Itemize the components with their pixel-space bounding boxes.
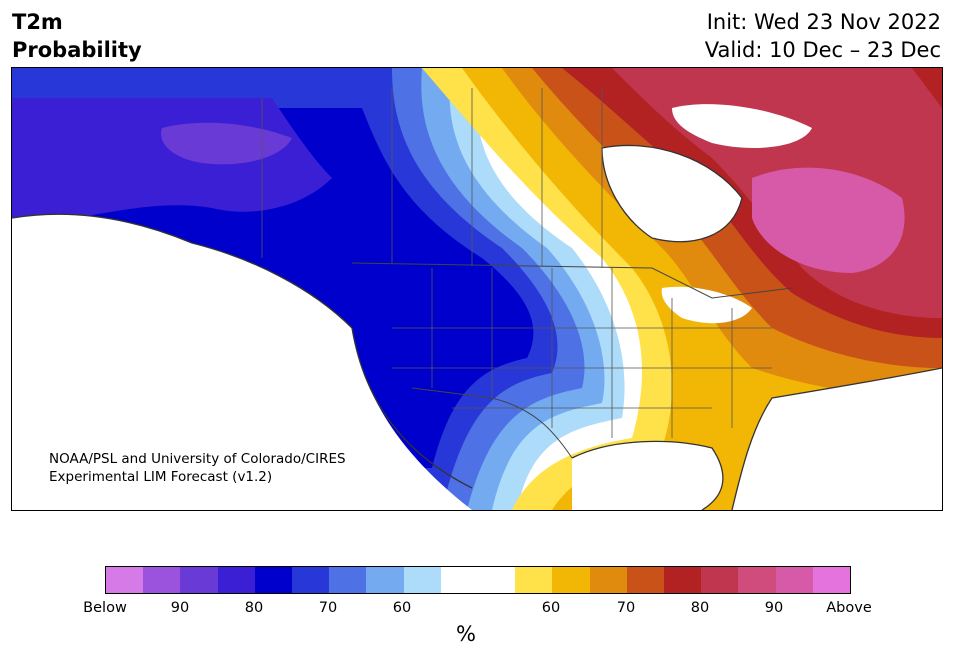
coastline-hudson xyxy=(601,144,743,243)
province-lines xyxy=(261,88,603,268)
map-canvas xyxy=(12,68,942,510)
gulf-of-mexico xyxy=(572,441,723,510)
colorbar-segment xyxy=(589,567,627,593)
colorbar-segment xyxy=(701,567,739,593)
colorbar-segment xyxy=(812,567,851,593)
colorbar-tick-label: Below xyxy=(83,600,127,616)
colorbar-tick-label: 80 xyxy=(244,600,264,616)
hudson-bay xyxy=(602,145,742,242)
colorbar-tick-label: 70 xyxy=(616,600,636,616)
coastline-gulf xyxy=(571,440,724,510)
great-lakes xyxy=(661,286,752,324)
colorbar-tick-label: 80 xyxy=(690,600,710,616)
colorbar-segment xyxy=(440,567,479,593)
colorbar-segment xyxy=(552,567,590,593)
colorbar-segment xyxy=(143,567,181,593)
us-canada-border xyxy=(351,262,793,299)
colorbar-unit: % xyxy=(456,622,476,646)
colorbar-segment xyxy=(292,567,330,593)
colorbar-tick-label: Above xyxy=(826,600,872,616)
colorbar-segment xyxy=(329,567,367,593)
forecast-dates: Init: Wed 23 Nov 2022 Valid: 10 Dec – 23… xyxy=(705,8,941,64)
colorbar-tick-label: 90 xyxy=(764,600,784,616)
colorbar-segment xyxy=(478,567,516,593)
colorbar-tick-label: 70 xyxy=(318,600,338,616)
colorbar-segment xyxy=(254,567,293,593)
colorbar-tick-label: 60 xyxy=(392,600,412,616)
colorbar-segment xyxy=(515,567,553,593)
credit-line2: Experimental LIM Forecast (v1.2) xyxy=(49,469,273,485)
colorbar-tick-label: 90 xyxy=(170,600,190,616)
region-above-pink xyxy=(752,167,905,273)
atlantic xyxy=(732,368,942,510)
coastline-east xyxy=(731,367,942,510)
init-date: Init: Wed 23 Nov 2022 xyxy=(706,10,941,34)
colorbar-segment xyxy=(738,567,776,593)
colorbar-segment xyxy=(664,567,702,593)
colorbar-segment xyxy=(106,567,144,593)
us-mexico-border xyxy=(411,387,573,459)
colorbar-segment xyxy=(626,567,665,593)
colorbar-segment xyxy=(180,567,218,593)
map-title-line1: T2m xyxy=(12,10,63,34)
valid-range: Valid: 10 Dec – 23 Dec xyxy=(704,38,941,62)
map-title: T2m Probability xyxy=(12,8,142,64)
data-credit: NOAA/PSL and University of Colorado/CIRE… xyxy=(49,450,346,486)
colorbar-segment xyxy=(366,567,404,593)
colorbar-segment xyxy=(217,567,255,593)
colorbar-segment xyxy=(403,567,441,593)
arctic-water xyxy=(672,104,812,148)
map-title-line2: Probability xyxy=(12,38,142,62)
colorbar-tick-label: 60 xyxy=(541,600,561,616)
state-lines xyxy=(392,268,772,438)
coastline-west xyxy=(12,213,473,489)
colorbar xyxy=(105,566,851,594)
region-below-violet xyxy=(161,122,292,165)
probability-map xyxy=(11,67,943,511)
ocean-pacific xyxy=(12,214,472,510)
credit-line1: NOAA/PSL and University of Colorado/CIRE… xyxy=(49,451,346,467)
colorbar-segment xyxy=(775,567,813,593)
